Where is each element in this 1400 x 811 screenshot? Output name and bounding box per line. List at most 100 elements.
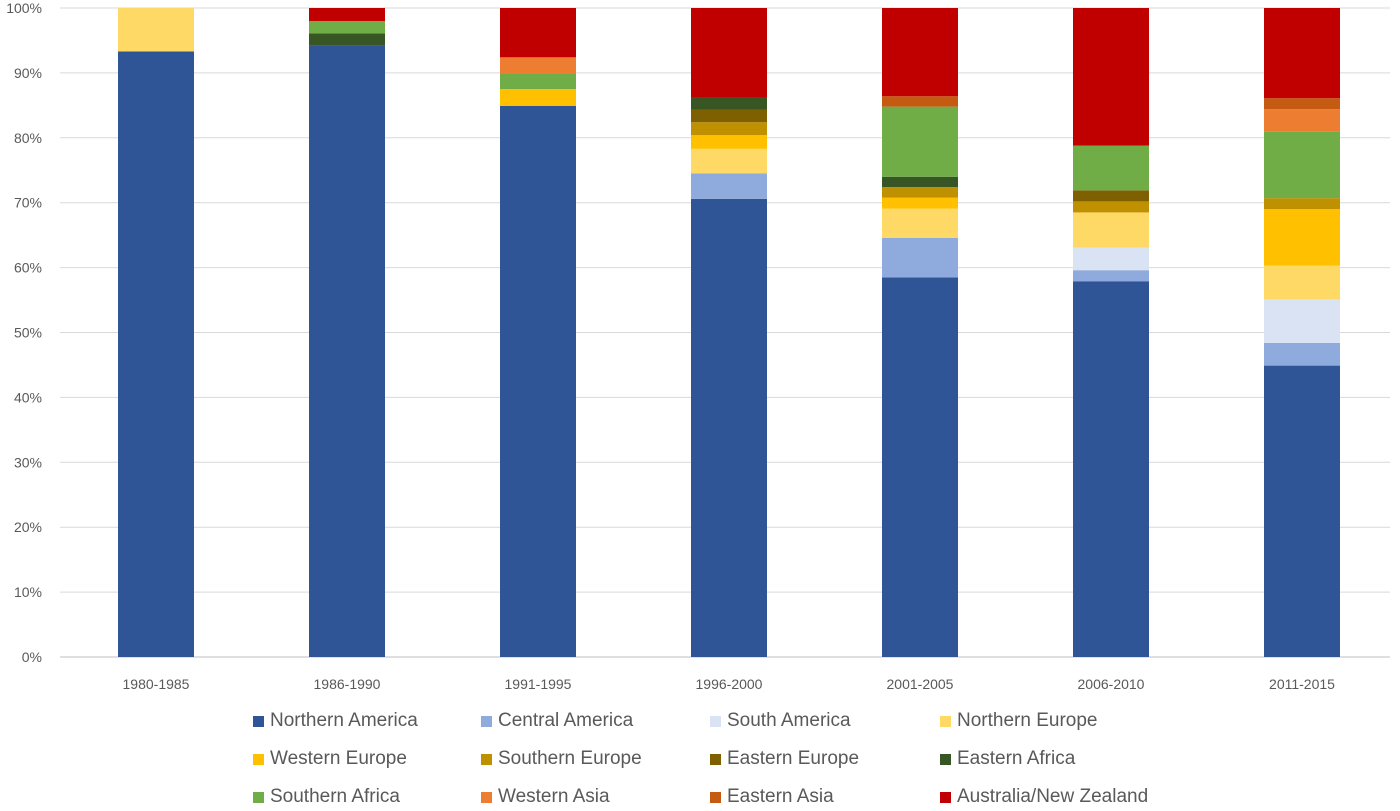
legend-item: Northern Europe <box>940 710 1097 732</box>
legend-label: Southern Africa <box>270 786 400 807</box>
y-tick-label: 50% <box>14 325 42 341</box>
x-tick-label: 2001-2005 <box>887 676 954 692</box>
bar-segment-eastern-africa-1986-1990 <box>309 33 385 46</box>
legend-item: Southern Africa <box>253 786 400 808</box>
stacked-bar-chart: 0% 10% 20% 30% 40% 50% 60% 70% 80% 90% 100% 1980-1… <box>6 0 1390 692</box>
bar-segment-southern-europe-2001-2005 <box>882 187 958 198</box>
bar-segment-australia-new-zealand-2001-2005 <box>882 8 958 97</box>
bar-segment-northern-europe-2006-2010 <box>1073 212 1149 248</box>
bars <box>118 8 1340 658</box>
legend-item: Eastern Asia <box>710 786 834 808</box>
bar-segment-western-europe-1991-1995 <box>500 89 576 106</box>
legend-item: Western Asia <box>481 786 610 808</box>
bar-segment-southern-europe-2006-2010 <box>1073 201 1149 213</box>
bar-segment-northern-america-2001-2005 <box>882 277 958 657</box>
bar-segment-western-europe-1996-2000 <box>691 135 767 149</box>
bar-segment-australia-new-zealand-1991-1995 <box>500 8 576 58</box>
bar-segment-western-europe-2011-2015 <box>1264 209 1340 266</box>
bar-segment-south-america-2011-2015 <box>1264 299 1340 343</box>
legend-swatch <box>253 791 264 803</box>
legend-label: South America <box>727 710 851 731</box>
legend-item: Australia/New Zealand <box>940 786 1148 808</box>
bar-segment-eastern-asia-2001-2005 <box>882 96 958 107</box>
legend-item: Southern Europe <box>481 748 642 770</box>
legend-swatch <box>253 715 264 727</box>
x-tick-label: 1991-1995 <box>505 676 572 692</box>
bar-segment-northern-europe-1996-2000 <box>691 148 767 174</box>
x-tick-label: 1986-1990 <box>314 676 381 692</box>
legend-label: Eastern Europe <box>727 748 860 769</box>
y-tick-label: 0% <box>22 649 42 665</box>
legend-item: Northern America <box>253 710 418 732</box>
x-tick-label: 2006-2010 <box>1078 676 1145 692</box>
bar-segment-south-america-2006-2010 <box>1073 247 1149 271</box>
chart-legend: Northern America Central America South Ame… <box>0 703 1400 811</box>
bar-segment-southern-africa-1986-1990 <box>309 20 385 34</box>
legend-swatch <box>481 791 492 803</box>
y-tick-label: 90% <box>14 65 42 81</box>
bar-segment-northern-america-1996-2000 <box>691 198 767 657</box>
bar-segment-northern-america-1986-1990 <box>309 45 385 658</box>
bar-segment-australia-new-zealand-1986-1990 <box>309 8 385 21</box>
bar-segment-eastern-europe-1996-2000 <box>691 109 767 123</box>
bar-segment-western-asia-2011-2015 <box>1264 109 1340 132</box>
legend-label: Northern America <box>270 710 418 731</box>
legend-label: Central America <box>498 710 634 731</box>
y-tick-label: 40% <box>14 389 42 405</box>
bar-segment-eastern-asia-2011-2015 <box>1264 98 1340 110</box>
y-tick-label: 60% <box>14 260 42 276</box>
bar-segment-northern-america-1991-1995 <box>500 105 576 657</box>
legend-swatch <box>940 715 951 727</box>
legend-swatch <box>940 791 951 803</box>
legend-item: Eastern Europe <box>710 748 859 770</box>
bar-segment-australia-new-zealand-1996-2000 <box>691 8 767 98</box>
legend-label: Southern Europe <box>498 748 642 769</box>
bar-segment-eastern-europe-2006-2010 <box>1073 190 1149 202</box>
legend-swatch <box>710 753 721 765</box>
legend-item: Western Europe <box>253 748 407 770</box>
legend-swatch <box>481 715 492 727</box>
bar-segment-southern-africa-2011-2015 <box>1264 131 1340 199</box>
bar-segment-central-america-1996-2000 <box>691 173 767 199</box>
bar-segment-central-america-2011-2015 <box>1264 342 1340 366</box>
y-tick-label: 100% <box>6 0 42 16</box>
legend-swatch <box>710 715 721 727</box>
bar-segment-australia-new-zealand-2011-2015 <box>1264 8 1340 99</box>
bar-segment-northern-america-2011-2015 <box>1264 365 1340 657</box>
y-tick-label: 30% <box>14 454 42 470</box>
bar-segment-australia-new-zealand-2006-2010 <box>1073 8 1149 146</box>
y-axis-tick-labels: 0% 10% 20% 30% 40% 50% 60% 70% 80% 90% 100% <box>6 0 42 665</box>
bar-segment-northern-europe-2011-2015 <box>1264 265 1340 300</box>
bar-segment-western-asia-1991-1995 <box>500 57 576 74</box>
bar-segment-southern-africa-1991-1995 <box>500 73 576 90</box>
legend-label: Western Europe <box>270 748 407 769</box>
y-tick-label: 20% <box>14 519 42 535</box>
bar-segment-eastern-africa-2001-2005 <box>882 176 958 188</box>
legend-item: South America <box>710 710 851 732</box>
bar-segment-northern-europe-1980-1985 <box>118 8 194 52</box>
y-tick-label: 10% <box>14 584 42 600</box>
legend-item: Central America <box>481 710 633 732</box>
legend-swatch <box>481 753 492 765</box>
legend-swatch <box>710 791 721 803</box>
x-tick-label: 1980-1985 <box>123 676 190 692</box>
bar-segment-northern-america-1980-1985 <box>118 51 194 657</box>
legend-label: Northern Europe <box>957 710 1098 731</box>
bar-segment-northern-america-2006-2010 <box>1073 281 1149 657</box>
legend-label: Australia/New Zealand <box>957 786 1149 807</box>
bar-segment-eastern-africa-1996-2000 <box>691 97 767 110</box>
legend-swatch <box>253 753 264 765</box>
legend-swatch <box>940 753 951 765</box>
y-tick-label: 80% <box>14 130 42 146</box>
x-tick-label: 1996-2000 <box>696 676 763 692</box>
legend-item: Eastern Africa <box>940 748 1075 770</box>
x-tick-label: 2011-2015 <box>1269 676 1335 692</box>
legend-label: Eastern Asia <box>727 786 834 807</box>
bar-segment-southern-africa-2006-2010 <box>1073 145 1149 191</box>
y-tick-label: 70% <box>14 195 42 211</box>
bar-segment-southern-europe-2011-2015 <box>1264 198 1340 210</box>
bar-segment-southern-europe-1996-2000 <box>691 122 767 136</box>
bar-segment-western-europe-2001-2005 <box>882 197 958 209</box>
x-axis-tick-labels: 1980-1985 1986-1990 1991-1995 1996-2000 2001… <box>123 676 1336 692</box>
